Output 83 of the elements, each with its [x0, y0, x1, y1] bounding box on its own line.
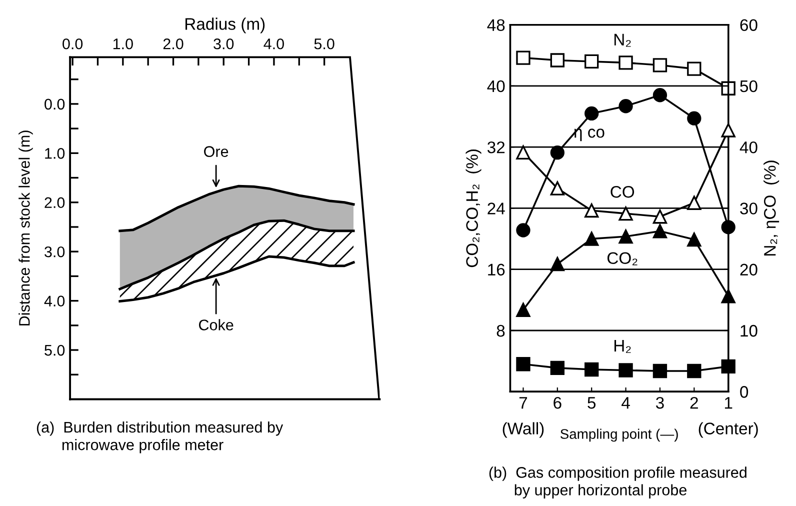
- y-axis-title: CO₂,CO,H₂ (%): [466, 150, 482, 268]
- x-tick-label: 3: [656, 396, 664, 409]
- y2-tick-label: 60: [740, 19, 758, 31]
- x-tick-label: 6: [554, 396, 562, 409]
- series-label: N₂: [614, 34, 631, 47]
- point: [516, 145, 530, 160]
- x-tick-label: 1.0: [113, 38, 133, 50]
- y-tick-label: 2.0: [44, 197, 65, 208]
- point: [652, 88, 668, 102]
- y-tick-label: 48: [487, 19, 505, 31]
- y-tick-label: 24: [488, 202, 505, 214]
- point: [687, 232, 702, 247]
- point: [584, 106, 599, 121]
- x-tick-label: 2: [690, 396, 698, 409]
- point: [687, 196, 702, 210]
- y2-tick-label: 50: [740, 80, 758, 92]
- line-series: [118, 255, 355, 303]
- x-tick-label: 3.0: [214, 38, 234, 50]
- x-tick-label: 5: [588, 397, 596, 409]
- y-tick-label: 4.0: [44, 296, 65, 306]
- point: [687, 62, 702, 76]
- point: [687, 111, 702, 126]
- point: [550, 256, 564, 272]
- x-axis-title: Sampling point (—): [560, 428, 678, 442]
- point: [584, 54, 599, 69]
- series-label: CO: [610, 186, 634, 198]
- x-tick-label: 0.0: [62, 38, 83, 50]
- point: [584, 203, 599, 218]
- line-series: [118, 219, 355, 290]
- point: [550, 360, 564, 376]
- point: [550, 181, 564, 196]
- series-label: H₂: [614, 340, 631, 353]
- point: [584, 232, 599, 246]
- point: [516, 223, 530, 238]
- series-label: CO₂: [607, 252, 638, 266]
- y-tick-label: 0.0: [44, 98, 65, 110]
- x-tick-label: 4: [622, 397, 630, 409]
- text: (Center): [698, 422, 758, 438]
- y2-tick-label: 10: [740, 324, 758, 337]
- point: [652, 210, 668, 224]
- line-series: [118, 184, 355, 232]
- point: [652, 224, 668, 238]
- point: [618, 56, 633, 70]
- y-axis-title: Distance from stock level (m): [18, 130, 33, 326]
- point: [618, 99, 633, 114]
- y-tick-label: 32: [487, 141, 505, 154]
- x-tick-label: 1: [724, 397, 732, 409]
- point: [584, 362, 599, 377]
- x-tick-label: 5.0: [314, 38, 334, 50]
- point: [721, 359, 736, 374]
- point: [550, 145, 564, 160]
- x-axis-title: Radius (m): [185, 18, 265, 34]
- y-tick-label: 16: [488, 264, 505, 276]
- point: [618, 363, 633, 378]
- point: [618, 206, 633, 221]
- y2-tick-label: 0: [740, 386, 748, 398]
- point: [721, 123, 736, 138]
- point: [721, 289, 736, 304]
- y-tick-label: 3.0: [44, 246, 65, 258]
- y-tick-label: 1.0: [45, 148, 65, 159]
- text: (Wall): [502, 422, 544, 438]
- annotation: Ore: [204, 146, 228, 157]
- annotation: Coke: [199, 319, 234, 330]
- point: [516, 302, 530, 317]
- x-tick-label: 7: [519, 397, 528, 409]
- point: [516, 50, 530, 65]
- y-tick-label: 40: [487, 80, 505, 92]
- y2-tick-label: 30: [740, 202, 758, 214]
- point: [550, 53, 564, 68]
- y2-tick-label: 40: [740, 141, 758, 154]
- text: (b) Gas composition profile measured by upper horizontal probe: [489, 466, 746, 498]
- y-tick-label: 8: [496, 324, 505, 337]
- x-tick-label: 4.0: [264, 38, 284, 50]
- y-tick-label: 5.0: [44, 344, 65, 356]
- point: [652, 58, 668, 72]
- point: [652, 364, 668, 378]
- y2-tick-label: 20: [740, 264, 758, 276]
- x-tick-label: 2.0: [163, 38, 184, 50]
- y2-axis-title: N₂, ηCO (%): [764, 160, 780, 256]
- text: (a) Burden distribution measured by microwave profile meter: [36, 421, 284, 454]
- point: [687, 364, 702, 378]
- point: [618, 229, 633, 244]
- point: [516, 357, 530, 372]
